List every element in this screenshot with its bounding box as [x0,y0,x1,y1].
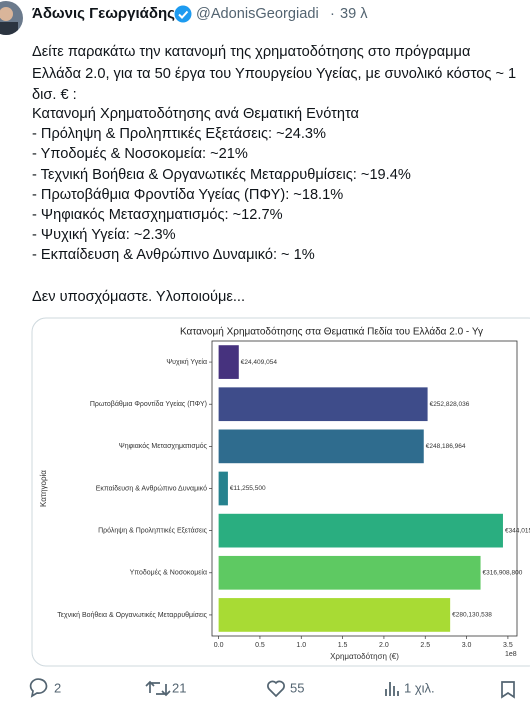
bar [218,471,228,506]
media-border [31,317,530,667]
bar [218,598,451,632]
bar [218,513,503,548]
tweet-line: δισ. € : [32,87,77,103]
reply-icon [29,678,48,698]
bar [218,345,239,379]
handle[interactable]: @AdonisGeorgiadi [196,6,319,22]
like-button[interactable]: 55 [267,680,305,698]
tweet-line: Δείτε παρακάτω την κατανομή της χρηματοδ… [32,44,471,60]
x-offset-label: 1e8 [505,651,517,658]
reply-count: 2 [54,680,61,695]
avatar[interactable] [0,0,24,36]
value-label: €344,015 [505,527,530,534]
y-tick-label: Τεχνική Βοήθεια & Οργανωτικές Μεταρρυθμί… [57,611,207,619]
x-tick-label: 0.0 [214,642,224,649]
views-button[interactable]: 1 χιλ. [385,680,435,696]
y-axis-label: Κατηγορία [39,470,48,507]
repost-count: 21 [172,680,186,695]
post-time[interactable]: 39 λ [340,6,368,22]
x-axis-label: Χρηματοδότηση (€) [330,652,399,661]
value-label: €252,828,036 [430,401,470,408]
tweet-line: - Πρωτοβάθμια Φροντίδα Υγείας (ΠΦΥ): ~18… [32,187,343,203]
y-tick-label: Πρόληψη & Προληπτικές Εξετάσεις [98,526,208,534]
tweet-line: Κατανομή Χρηματοδότησης ανά Θεματική Ενό… [32,106,360,122]
tweet-line: - Πρόληψη & Προληπτικές Εξετάσεις: ~24.3… [32,126,326,142]
y-tick-label: Πρωτοβάθμια Φροντίδα Υγείας (ΠΦΥ) [90,400,207,408]
author-name[interactable]: Άδωνις Γεωργιάδης [32,5,175,22]
x-tick-label: 3.0 [462,642,472,649]
media-card[interactable]: Κατανομή Χρηματοδότησης στα Θεματικά Πεδ… [32,318,530,666]
chart-title: Κατανομή Χρηματοδότησης στα Θεματικά Πεδ… [180,326,483,338]
tweet-line: - Τεχνική Βοήθεια & Οργανωτικές Μεταρρυθ… [32,167,411,183]
x-tick-label: 3.5 [503,642,513,649]
separator-dot: · [330,6,335,22]
bar [218,555,481,590]
tweet-line: - Υποδομές & Νοσοκομεία: ~21% [32,146,248,162]
views-icon [385,682,399,696]
value-label: €11,255,500 [230,485,266,492]
repost-icon [145,680,171,697]
y-tick-label: Ψυχική Υγεία [166,358,207,366]
tweet-closing: Δεν υποσχόμαστε. Υλοποιούμε... [32,289,245,305]
value-label: €248,186,964 [426,443,466,450]
value-label: €280,130,538 [452,612,492,619]
tweet-line: - Ψυχική Υγεία: ~2.3% [32,227,176,243]
x-tick-label: 0.5 [255,642,265,649]
like-count: 55 [290,680,304,695]
bar [218,429,424,464]
x-tick-label: 2.0 [379,642,389,649]
x-tick-label: 1.5 [338,642,348,649]
repost-button[interactable]: 21 [145,680,186,697]
tweet-line: - Ψηφιακός Μετασχηματισμός: ~12.7% [32,207,283,223]
embedded-chart: Κατανομή Χρηματοδότησης στα Θεματικά Πεδ… [39,326,530,661]
x-tick-label: 2.5 [420,642,430,649]
value-label: €316,908,800 [483,570,523,577]
like-icon [267,680,285,698]
y-tick-label: Ψηφιακός Μετασχηματισμός [119,442,208,450]
tweet-line: Ελλάδα 2.0, για τα 50 έργα του Υπουργείο… [32,66,516,82]
y-tick-label: Εκπαίδευση & Ανθρώπινο Δυναμικό [96,484,207,492]
views-count: 1 χιλ. [404,680,435,695]
bar [218,387,428,422]
y-tick-label: Υποδομές & Νοσοκομεία [130,569,207,577]
value-label: €24,409,054 [241,359,278,366]
tweet-line: - Εκπαίδευση & Ανθρώπινο Δυναμικό: ~ 1% [32,247,315,263]
verified-badge [174,5,192,23]
bookmark-button[interactable] [501,681,515,699]
tweet-text: Δείτε παρακάτω την κατανομή της χρηματοδ… [32,44,516,263]
reply-button[interactable]: 2 [29,678,62,698]
x-tick-label: 1.0 [296,642,306,649]
